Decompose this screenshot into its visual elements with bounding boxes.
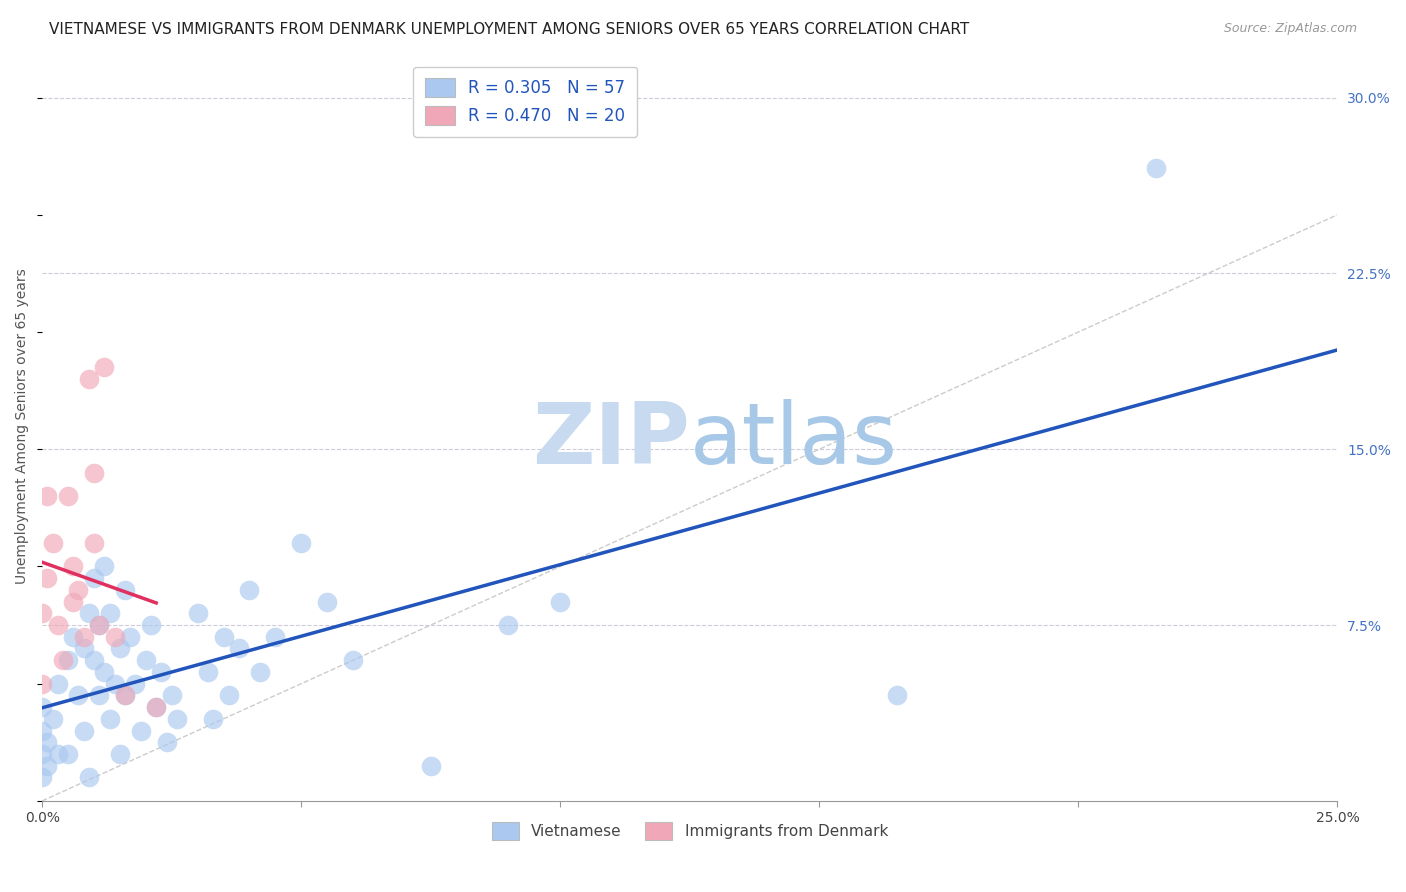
Point bbox=[249, 665, 271, 679]
Point bbox=[89, 689, 111, 703]
Point bbox=[238, 582, 260, 597]
Point bbox=[98, 712, 121, 726]
Point bbox=[89, 618, 111, 632]
Point bbox=[197, 665, 219, 679]
Point bbox=[62, 594, 84, 608]
Point bbox=[56, 489, 79, 503]
Point bbox=[104, 630, 127, 644]
Point bbox=[886, 689, 908, 703]
Point bbox=[31, 607, 53, 621]
Point bbox=[342, 653, 364, 667]
Point bbox=[114, 689, 136, 703]
Point bbox=[145, 700, 167, 714]
Point bbox=[139, 618, 162, 632]
Point bbox=[31, 700, 53, 714]
Point bbox=[72, 723, 94, 738]
Point bbox=[77, 607, 100, 621]
Point bbox=[202, 712, 225, 726]
Point bbox=[129, 723, 152, 738]
Point bbox=[108, 641, 131, 656]
Point bbox=[37, 489, 59, 503]
Text: ZIP: ZIP bbox=[531, 400, 690, 483]
Point bbox=[67, 689, 90, 703]
Point bbox=[77, 771, 100, 785]
Point bbox=[114, 582, 136, 597]
Point bbox=[83, 571, 105, 585]
Point bbox=[62, 559, 84, 574]
Point bbox=[31, 747, 53, 761]
Point bbox=[56, 747, 79, 761]
Point bbox=[37, 735, 59, 749]
Point bbox=[46, 618, 69, 632]
Point bbox=[150, 665, 173, 679]
Point bbox=[37, 758, 59, 772]
Point bbox=[228, 641, 250, 656]
Point bbox=[212, 630, 235, 644]
Point bbox=[160, 689, 183, 703]
Point bbox=[67, 582, 90, 597]
Point bbox=[93, 360, 115, 375]
Point bbox=[37, 571, 59, 585]
Point bbox=[83, 653, 105, 667]
Point bbox=[41, 536, 63, 550]
Point bbox=[77, 372, 100, 386]
Point bbox=[46, 676, 69, 690]
Point bbox=[83, 536, 105, 550]
Point bbox=[187, 607, 209, 621]
Point bbox=[62, 630, 84, 644]
Point bbox=[264, 630, 287, 644]
Point bbox=[145, 700, 167, 714]
Point bbox=[41, 712, 63, 726]
Point bbox=[89, 618, 111, 632]
Point bbox=[46, 747, 69, 761]
Y-axis label: Unemployment Among Seniors over 65 years: Unemployment Among Seniors over 65 years bbox=[15, 268, 30, 583]
Point bbox=[108, 747, 131, 761]
Point bbox=[31, 676, 53, 690]
Point bbox=[31, 771, 53, 785]
Text: Source: ZipAtlas.com: Source: ZipAtlas.com bbox=[1223, 22, 1357, 36]
Point bbox=[72, 630, 94, 644]
Legend: Vietnamese, Immigrants from Denmark: Vietnamese, Immigrants from Denmark bbox=[485, 816, 894, 846]
Point bbox=[72, 641, 94, 656]
Point bbox=[548, 594, 571, 608]
Point bbox=[218, 689, 240, 703]
Point bbox=[498, 618, 520, 632]
Point bbox=[98, 607, 121, 621]
Point bbox=[135, 653, 157, 667]
Point bbox=[290, 536, 312, 550]
Point bbox=[83, 466, 105, 480]
Text: atlas: atlas bbox=[690, 400, 898, 483]
Point bbox=[93, 665, 115, 679]
Point bbox=[316, 594, 339, 608]
Text: VIETNAMESE VS IMMIGRANTS FROM DENMARK UNEMPLOYMENT AMONG SENIORS OVER 65 YEARS C: VIETNAMESE VS IMMIGRANTS FROM DENMARK UN… bbox=[49, 22, 970, 37]
Point bbox=[120, 630, 142, 644]
Point bbox=[124, 676, 146, 690]
Point bbox=[104, 676, 127, 690]
Point bbox=[52, 653, 75, 667]
Point bbox=[93, 559, 115, 574]
Point bbox=[166, 712, 188, 726]
Point bbox=[31, 723, 53, 738]
Point bbox=[419, 758, 441, 772]
Point bbox=[1144, 161, 1167, 175]
Point bbox=[114, 689, 136, 703]
Point bbox=[56, 653, 79, 667]
Point bbox=[155, 735, 177, 749]
